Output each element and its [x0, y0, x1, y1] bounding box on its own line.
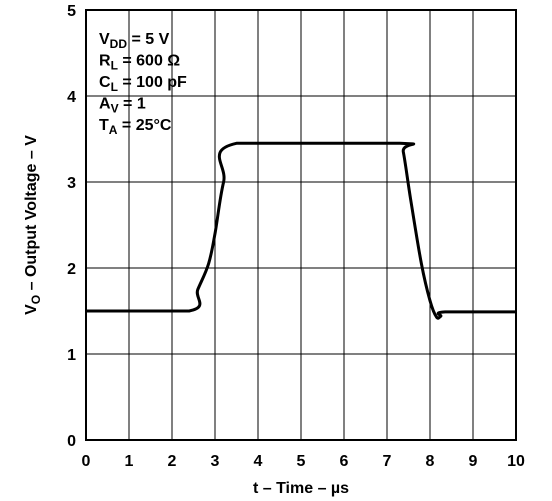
y-tick-labels: 0 1 2 3 4 5 — [67, 3, 76, 450]
x-tick-label-6: 6 — [340, 453, 349, 470]
x-tick-label-7: 7 — [383, 453, 392, 470]
x-tick-labels: 0 1 2 3 4 5 6 7 8 9 10 — [82, 453, 525, 470]
x-tick-label-8: 8 — [426, 453, 435, 470]
y-tick-label-4: 4 — [67, 89, 76, 106]
x-tick-label-3: 3 — [211, 453, 220, 470]
x-tick-label-4: 4 — [254, 453, 263, 470]
grid — [86, 10, 516, 440]
x-tick-label-1: 1 — [125, 453, 134, 470]
x-tick-label-9: 9 — [469, 453, 478, 470]
condition-line-0: VDD = 5 V — [99, 31, 170, 51]
y-tick-label-2: 2 — [67, 261, 76, 278]
y-tick-label-0: 0 — [67, 433, 76, 450]
condition-line-2: CL = 100 pF — [99, 74, 187, 94]
y-tick-label-3: 3 — [67, 175, 76, 192]
x-tick-label-10: 10 — [507, 453, 525, 470]
x-tick-label-5: 5 — [297, 453, 306, 470]
y-axis-label: VO – Output Voltage – V — [23, 135, 43, 315]
condition-line-1: RL = 600 Ω — [99, 53, 180, 73]
condition-line-3: AV = 1 — [99, 96, 146, 116]
condition-line-4: TA = 25°C — [99, 117, 172, 137]
x-tick-label-0: 0 — [82, 453, 91, 470]
plot-frame — [85, 9, 517, 441]
series-line-output-voltage — [86, 141, 516, 320]
x-tick-label-2: 2 — [168, 453, 177, 470]
y-tick-label-1: 1 — [67, 347, 76, 364]
y-tick-label-5: 5 — [67, 3, 76, 20]
x-axis-label: t – Time – µs — [253, 480, 349, 497]
